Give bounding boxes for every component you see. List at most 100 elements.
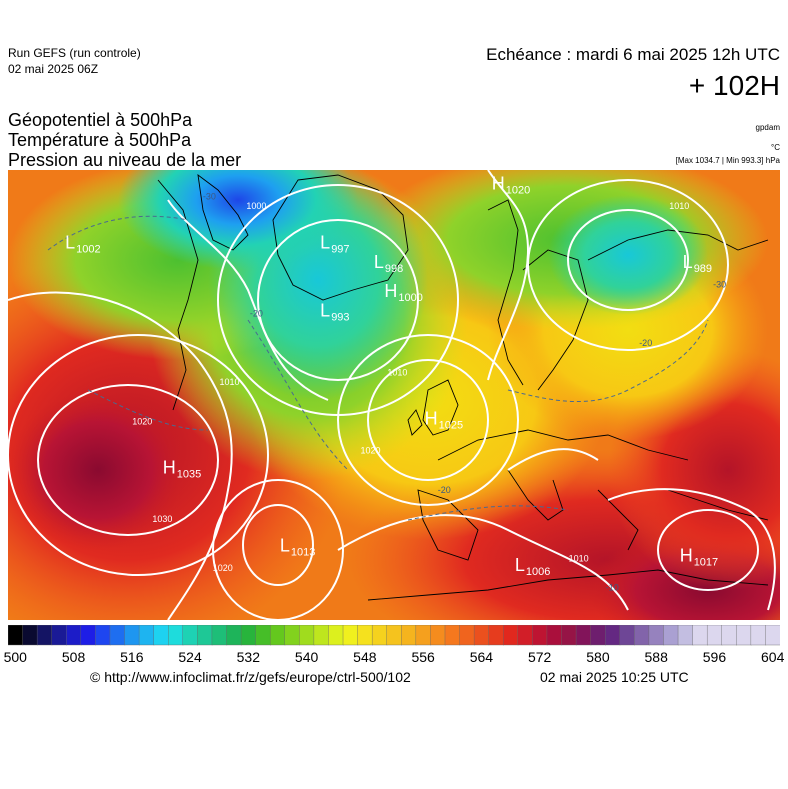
colorbar-tick-label: 580 [586,649,610,665]
colorbar-swatch [401,625,417,646]
colorbar-swatch [226,625,242,646]
pressure-center-letter: L [65,232,75,252]
pressure-center-high: H 1000 [384,281,422,304]
isotherm-label: -30 [203,191,216,201]
colorbar-swatch [517,625,534,646]
forecast-valid-time: Echéance : mardi 6 mai 2025 12h UTC [486,45,780,64]
temperature-field [8,170,780,620]
colorbar-swatch [138,625,155,646]
pressure-center-value: 998 [385,263,403,275]
parameter-geopotential: Géopotentiel à 500hPa [8,110,193,130]
colorbar-swatch [284,625,301,646]
colorbar-swatch [750,625,767,646]
pressure-center-value: 1002 [76,243,100,255]
temperature-isotherms [47,215,709,521]
pressure-center-letter: H [680,545,693,565]
colorbar-swatch [269,625,286,646]
colorbar-tick-label: 500 [3,649,27,665]
colorbar-swatch [371,625,388,646]
credit-link[interactable]: © http://www.infoclimat.fr/z/gefs/europe… [90,669,411,685]
colorbar-swatch [765,625,780,646]
colorbar-tick-label: 508 [61,649,86,665]
colorbar-swatch [197,625,213,646]
colorbar-swatch [240,625,257,646]
pressure-center-value: 993 [331,312,349,324]
pressure-center-value: 1025 [439,419,463,431]
colorbar-swatch [590,625,606,646]
colorbar-swatch [80,625,97,646]
isotherm-label: -20 [250,309,263,319]
colorbar-swatch [211,625,228,646]
colorbar-swatch [503,625,519,646]
colorbar-tick-label: 524 [178,649,202,665]
colorbar-swatch [648,625,665,646]
isobar-label: 1030 [152,514,172,524]
colorbar-swatch [736,625,752,646]
pressure-center-low: L 989 [683,252,712,275]
isotherm-label: -20 [438,485,451,495]
isobar-label: 1020 [132,416,152,426]
colorbar-tick-label: 596 [702,649,727,665]
colorbar-swatch [561,625,577,646]
lead-time: + 102H [688,70,780,101]
colorbar-swatch [51,625,67,646]
pressure-range: [Max 1034.7 | Min 993.3] hPa [675,156,780,165]
colorbar-swatch [255,625,271,646]
pressure-center-value: 1000 [398,292,422,304]
pressure-center-letter: H [163,457,176,477]
colorbar-swatch [182,625,199,646]
colorbar-swatch [546,625,563,646]
colorbar-swatch [299,625,315,646]
run-date: 02 mai 2025 06Z [8,62,99,76]
colorbar-swatch [619,625,636,646]
colorbar-tick-label: 572 [527,649,552,665]
colorbar-swatch [109,625,126,646]
colorbar-tick-label: 564 [469,649,494,665]
colorbar-swatch [313,625,330,646]
colorbar-swatch [357,625,373,646]
colorbar-tick-label: 556 [411,649,435,665]
colorbar-tick-label: 588 [644,649,668,665]
colorbar-swatch [532,625,548,646]
colorbar-swatch [328,625,344,646]
pressure-center-low: L 997 [320,232,349,255]
isotherm-label: -20 [639,338,652,348]
colorbar-swatch [634,625,650,646]
colorbar-swatch [36,625,53,646]
colorbar-swatch [95,625,111,646]
isobar-label: 1020 [213,563,233,573]
colorbar-swatch [663,625,679,646]
pressure-center-letter: H [425,408,438,428]
pressure-center-letter: L [515,555,525,575]
colorbar-swatch [444,625,461,646]
pressure-center-high: H 1025 [425,408,463,431]
colorbar-swatch [692,625,708,646]
colorbar-swatch [342,625,359,646]
coastlines [157,173,769,601]
colorbar-swatch [22,625,38,646]
colorbar-swatch [386,625,402,646]
isotherm-label: -30 [713,279,726,289]
run-label: Run GEFS (run controle) [8,46,141,60]
pressure-center-letter: H [492,174,505,194]
pressure-center-letter: L [683,252,693,272]
colorbar-tick-label: 540 [294,649,319,665]
pressure-center-low: L 1006 [515,555,551,578]
pressure-center-letter: L [320,301,330,321]
pressure-center-low: L 993 [320,301,349,324]
isotherm-label: -10 [606,583,619,593]
colorbar-tick-label: 604 [761,649,785,665]
pressure-center-low: L 1013 [280,536,316,559]
pressure-center-value: 1020 [506,185,530,197]
pressure-center-letter: L [374,252,384,272]
parameter-pressure: Pression au niveau de la mer [8,150,242,170]
isobar-label: 1010 [669,201,689,211]
pressure-center-high: H 1020 [492,174,530,197]
pressure-center-value: 997 [331,243,349,255]
colorbar-tick-label: 516 [120,649,144,665]
isobar-label: 1010 [387,367,407,377]
isobar-label: 1000 [246,201,266,211]
pressure-center-letter: L [320,232,330,252]
